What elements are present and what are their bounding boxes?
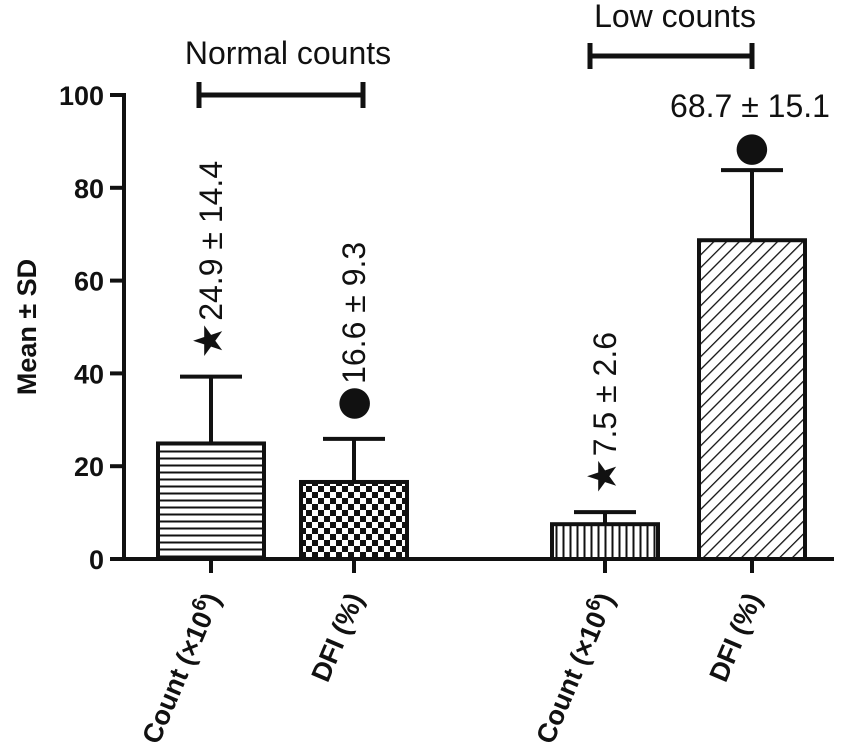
category-label: DFI (%) [704,589,768,686]
x-labels: Count (×106) DFI (%) Count (×106) DFI (%) [133,559,768,748]
data-label: 24.9 ± 14.4 [193,161,229,321]
data-label-with-marker: ●16.6 ± 9.3 [329,242,375,421]
data-label-with-marker: ★7.5 ± 2.6 [580,332,626,494]
category-label-main: DFI (%) [704,589,768,686]
category-label: Count (×106) [133,587,227,748]
category-label-main: Count (×10 [136,607,218,748]
y-axis-label: Mean ± SD [12,259,42,395]
data-label: 68.7 ± 15.1 [670,88,830,124]
y-tick-label: 40 [74,359,104,389]
data-label: 16.6 ± 9.3 [336,242,372,384]
category-label-group: DFI (%) [704,589,768,686]
category-label-group: DFI (%) [306,589,370,686]
data-label-group: ★24.9 ± 14.4 [186,161,232,359]
category-label-group: Count (×106) [133,587,227,748]
category-label-main: Count (×10 [530,607,612,748]
category-label: Count (×106) [527,587,621,748]
category-label-main: DFI (%) [306,589,370,686]
data-label-with-marker: ★24.9 ± 14.4 [186,161,232,359]
bar-rect [550,522,660,562]
significance-marker: ● [735,124,770,170]
y-tick-label: 80 [74,174,104,204]
group-brackets: Normal counts Low counts [185,0,756,108]
y-tick-label: 60 [74,267,104,297]
data-label-group: ★7.5 ± 2.6 [580,332,626,494]
category-label-group: Count (×106) [527,587,621,748]
data-label: 7.5 ± 2.6 [587,332,623,456]
y-tick-label: 0 [89,545,104,575]
significance-marker: ● [329,386,375,421]
y-tick-label: 100 [59,81,104,111]
bar-rect [156,441,266,561]
y-ticks: 0 20 40 60 80 100 [59,81,124,575]
group-label: Low counts [594,0,756,34]
data-label-group: ●16.6 ± 9.3 [329,242,375,421]
group-label: Normal counts [185,35,391,71]
bars: ★24.9 ± 14.4●16.6 ± 9.3★7.5 ± 2.6●68.7 ±… [156,88,830,562]
bar-rect [697,238,807,561]
y-tick-label: 20 [74,452,104,482]
significance-marker: ★ [186,323,232,359]
significance-marker: ★ [580,458,626,494]
bar-rect [299,479,409,562]
category-label: DFI (%) [306,589,370,686]
